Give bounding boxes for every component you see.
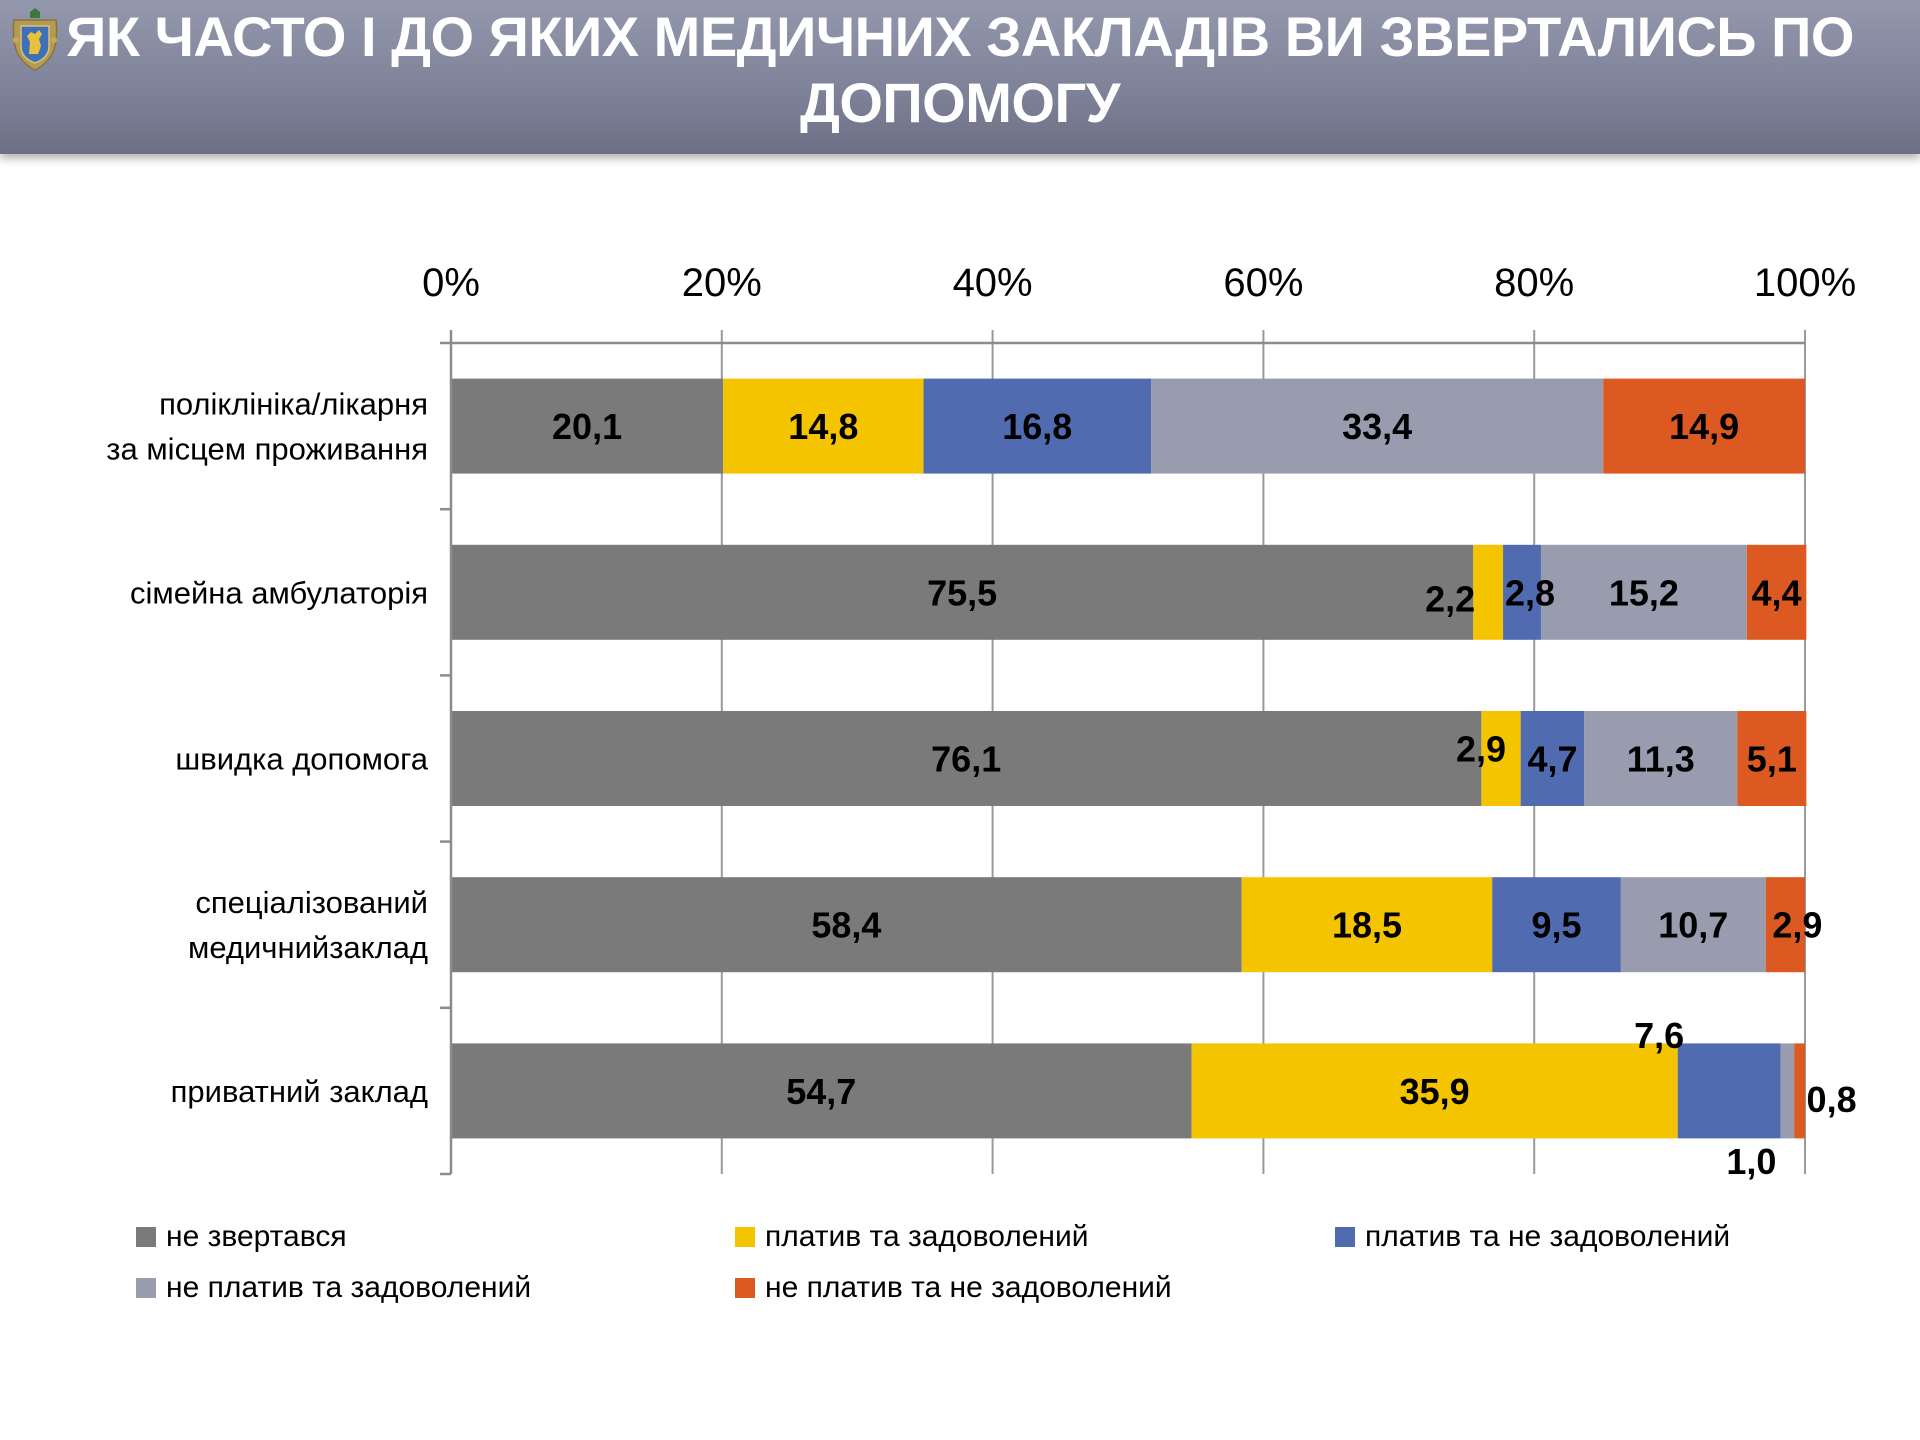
bar-segment: [1481, 711, 1521, 806]
bar-segment: [723, 378, 924, 474]
data-label: 4,4: [1752, 572, 1802, 613]
bar-segment: [451, 877, 1242, 973]
title-line-2: ДОПОМОГУ: [799, 71, 1121, 134]
data-label: 18,5: [1332, 905, 1402, 946]
data-label: 2,9: [1772, 905, 1822, 946]
data-label: 11,3: [1627, 739, 1695, 780]
bar-segment: [1473, 544, 1504, 640]
data-label: 76,1: [931, 739, 1001, 780]
data-label: 15,2: [1609, 572, 1679, 613]
bar-segment: [1737, 711, 1807, 806]
category-label: приватний заклад: [171, 1074, 428, 1109]
data-label: 20,1: [552, 406, 622, 447]
category-label: спеціалізований: [195, 885, 428, 920]
bar-segment: [1151, 378, 1604, 474]
data-label: 33,4: [1342, 406, 1412, 447]
category-label: за місцем проживання: [106, 432, 428, 467]
data-label: 14,8: [788, 406, 858, 447]
bar-segment: [1540, 544, 1747, 640]
category-labels: поліклініка/лікарня за місцем проживання с…: [106, 387, 428, 1109]
category-label: швидка допомога: [175, 742, 428, 777]
x-tick-label: 20%: [682, 261, 762, 305]
bar-segment: [1780, 1043, 1795, 1139]
category-label: поліклініка/лікарня: [159, 387, 428, 422]
data-label: 10,7: [1658, 905, 1728, 946]
data-label: 14,9: [1669, 406, 1739, 447]
coat-of-arms-logo: [12, 8, 58, 71]
x-tick-label: 60%: [1223, 261, 1303, 305]
data-label: 4,7: [1527, 739, 1577, 780]
bar-segment: [1503, 544, 1541, 640]
axes: [440, 330, 1805, 1176]
bar-segment: [1677, 1043, 1781, 1139]
data-label: 54,7: [786, 1071, 856, 1112]
category-label: медичнийзаклад: [188, 930, 428, 965]
data-label: 7,6: [1634, 1015, 1684, 1056]
bar-segment: [1603, 378, 1805, 474]
x-tick-label: 40%: [953, 261, 1033, 305]
bar-segment: [1241, 877, 1493, 973]
page-title: ЯК ЧАСТО І ДО ЯКИХ МЕДИЧНИХ ЗАКЛАДІВ ВИ …: [40, 4, 1880, 136]
data-label: 75,5: [927, 572, 997, 613]
title-line-1: ЯК ЧАСТО І ДО ЯКИХ МЕДИЧНИХ ЗАКЛАДІВ ВИ …: [66, 5, 1854, 68]
x-tick-label: 0%: [422, 261, 480, 305]
data-label: 0,8: [1807, 1079, 1857, 1120]
bar-segment: [1620, 877, 1766, 973]
bar-segment: [1765, 877, 1805, 973]
data-label: 5,1: [1747, 739, 1797, 780]
title-banner: ЯК ЧАСТО І ДО ЯКИХ МЕДИЧНИХ ЗАКЛАДІВ ВИ …: [0, 0, 1920, 154]
bar-segment: [1584, 711, 1738, 806]
bar-segments: [451, 378, 1807, 1139]
bar-segment: [923, 378, 1152, 474]
bar-segment: [1191, 1043, 1678, 1139]
bar-segment: [451, 378, 724, 474]
x-tick-label: 100%: [1754, 261, 1856, 305]
data-label: 1,0: [1726, 1141, 1776, 1182]
bar-segment: [1520, 711, 1585, 806]
data-label: 2,2: [1425, 578, 1475, 619]
bar-segment: [451, 1043, 1192, 1139]
bar-segment: [1794, 1043, 1805, 1139]
category-label: сімейна амбулаторія: [130, 575, 428, 610]
x-tick-label: 80%: [1494, 261, 1574, 305]
bar-segment: [451, 711, 1482, 806]
data-label: 58,4: [811, 905, 881, 946]
data-label: 2,8: [1505, 572, 1555, 613]
bar-segment: [1492, 877, 1621, 973]
bar-segment: [451, 544, 1474, 640]
bar-segment: [1746, 544, 1807, 640]
data-label: 2,9: [1456, 729, 1506, 770]
data-labels: 20,1 14,8 16,8 33,4 14,9 75,5 2,2 2,8 15,2 4,4 76,…: [552, 406, 1857, 1182]
x-axis-tick-labels: 0% 20% 40% 60% 80% 100%: [422, 261, 1856, 305]
data-label: 35,9: [1400, 1071, 1470, 1112]
data-label: 9,5: [1532, 905, 1582, 946]
data-label: 16,8: [1002, 406, 1072, 447]
